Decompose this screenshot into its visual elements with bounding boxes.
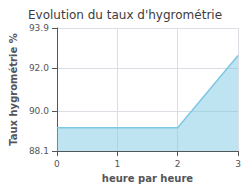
svg-text:1: 1 <box>114 159 120 169</box>
svg-text:88.1: 88.1 <box>29 146 49 156</box>
svg-text:92.0: 92.0 <box>29 63 49 73</box>
svg-text:93.9: 93.9 <box>29 23 49 33</box>
svg-text:heure par heure: heure par heure <box>102 173 193 184</box>
svg-text:3: 3 <box>235 159 241 169</box>
svg-text:90.0: 90.0 <box>29 106 49 116</box>
svg-text:2: 2 <box>175 159 181 169</box>
svg-text:0: 0 <box>54 159 60 169</box>
svg-text:Evolution du taux d'hygrométri: Evolution du taux d'hygrométrie <box>28 8 222 22</box>
svg-text:Taux hygrométrie %: Taux hygrométrie % <box>8 33 19 146</box>
